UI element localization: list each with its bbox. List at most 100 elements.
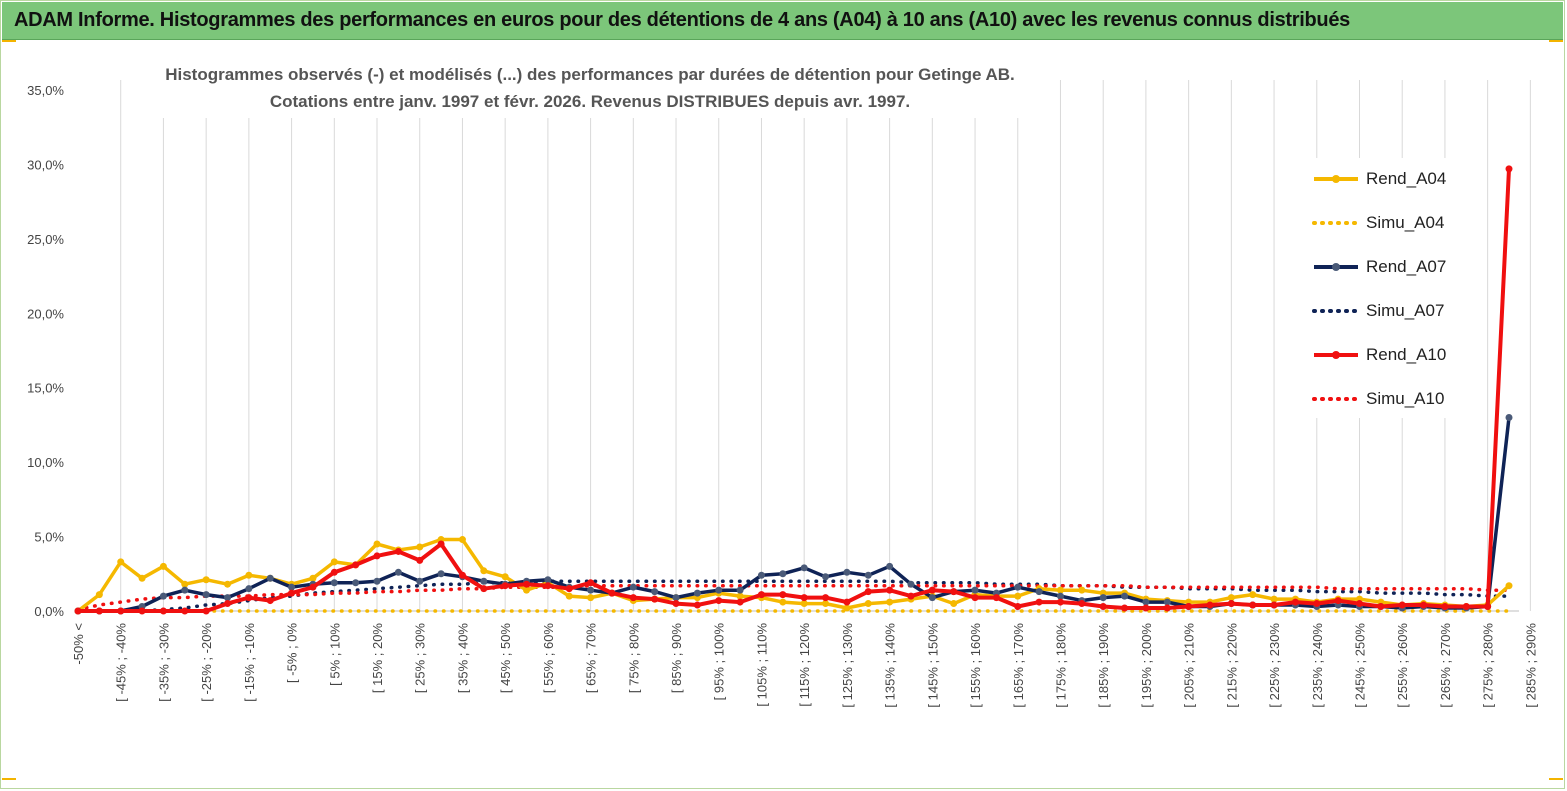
data-point	[629, 583, 637, 591]
x-tick-label: [ 85% ; 90%	[669, 623, 684, 694]
data-point	[1206, 601, 1214, 609]
series-line-simu-a07	[76, 579, 1511, 613]
data-point	[266, 574, 274, 582]
legend-item-rend-a10: Rend_A10	[1310, 344, 1450, 366]
legend-label: Simu_A04	[1366, 213, 1445, 232]
data-point	[138, 574, 146, 582]
data-point	[693, 589, 701, 597]
x-tick-label: -50% <	[71, 623, 86, 665]
data-point	[416, 556, 424, 564]
x-tick-label: [ 265% ; 270%	[1438, 623, 1453, 708]
y-tick-label: 5,0%	[34, 530, 64, 545]
data-point	[779, 591, 787, 599]
x-tick-label: [ 185% ; 190%	[1096, 623, 1111, 708]
x-tick-label: [ 45% ; 50%	[498, 623, 513, 694]
data-point	[565, 585, 573, 593]
data-point	[1078, 586, 1086, 594]
data-point	[1355, 600, 1363, 608]
data-point	[373, 540, 381, 548]
data-point	[480, 567, 488, 575]
y-tick-label: 0,0%	[34, 604, 64, 619]
data-point	[373, 577, 381, 585]
data-point	[352, 561, 360, 569]
data-point	[1227, 594, 1235, 602]
data-point	[1505, 413, 1513, 421]
data-point	[1420, 601, 1428, 609]
corner-mark	[2, 778, 16, 780]
legend-item-simu-a04: Simu_A04	[1310, 212, 1450, 234]
data-point	[1505, 582, 1513, 590]
data-point	[928, 594, 936, 602]
data-point	[1163, 604, 1171, 612]
data-point	[779, 598, 787, 606]
data-point	[1163, 598, 1171, 606]
data-point	[224, 580, 232, 588]
data-point	[1056, 598, 1064, 606]
data-point	[693, 601, 701, 609]
data-point	[394, 568, 402, 576]
data-point	[1270, 601, 1278, 609]
x-tick-label: [ 255% ; 260%	[1395, 623, 1410, 708]
data-point	[352, 579, 360, 587]
data-point	[736, 592, 744, 600]
x-tick-label: [ 225% ; 230%	[1267, 623, 1282, 708]
data-point	[181, 580, 189, 588]
x-tick-label: [ 275% ; 280%	[1481, 623, 1496, 708]
chart-legend: Rend_A04 Simu_A04 Rend_A07 Simu_A07 Rend…	[1300, 158, 1450, 418]
data-point	[800, 600, 808, 608]
series-line-rend-a10	[76, 166, 1511, 613]
data-point	[437, 540, 445, 548]
data-point	[587, 594, 595, 602]
legend-item-simu-a10: Simu_A10	[1310, 388, 1450, 410]
data-point	[886, 562, 894, 570]
data-point	[95, 591, 103, 599]
data-point	[587, 579, 595, 587]
data-point	[1270, 595, 1278, 603]
x-tick-label: [ -15% ; -10%	[242, 623, 257, 702]
data-point	[971, 586, 979, 594]
data-point	[1035, 588, 1043, 596]
data-point	[480, 577, 488, 585]
data-point	[864, 588, 872, 596]
data-point	[864, 600, 872, 608]
data-point	[1056, 592, 1064, 600]
data-point	[181, 607, 189, 615]
tick-labels: 0,0% 5,0% 10,0% 15,0% 20,0% 25,0% 30,0% 35,0% -5…	[27, 83, 1538, 708]
data-point	[138, 607, 146, 615]
data-point	[330, 558, 338, 566]
data-point	[992, 594, 1000, 602]
data-point	[886, 586, 894, 594]
x-tick-label: [ 135% ; 140%	[883, 623, 898, 708]
data-point	[95, 607, 103, 615]
data-point	[800, 564, 808, 572]
x-tick-label: [ -5% ; 0%	[285, 623, 300, 683]
data-point	[416, 577, 424, 585]
x-tick-label: [ 215% ; 220%	[1224, 623, 1239, 708]
data-point	[288, 589, 296, 597]
data-point	[1099, 594, 1107, 602]
data-point	[480, 585, 488, 593]
series-line-rend-a04	[76, 537, 1511, 613]
data-point	[1014, 603, 1022, 611]
data-point	[715, 586, 723, 594]
x-tick-label: [ 235% ; 240%	[1310, 623, 1325, 708]
x-tick-label: [ 155% ; 160%	[968, 623, 983, 708]
corner-mark	[2, 40, 16, 42]
legend-swatch	[1314, 351, 1358, 359]
y-tick-label: 15,0%	[27, 381, 64, 396]
data-point	[224, 600, 232, 608]
data-point	[757, 571, 765, 579]
legend-swatch	[1312, 309, 1360, 313]
chart-title-box: Histogrammes observés (-) et modélisés (…	[140, 63, 1040, 118]
data-point	[907, 580, 915, 588]
data-point	[1484, 603, 1492, 611]
data-point	[822, 600, 830, 608]
data-point	[437, 570, 445, 578]
legend-item-simu-a07: Simu_A07	[1310, 300, 1450, 322]
data-point	[1313, 600, 1321, 608]
data-point	[950, 588, 958, 596]
data-point	[1056, 586, 1064, 594]
chart-title: Histogrammes observés (-) et modélisés (…	[165, 65, 1015, 84]
data-point	[950, 600, 958, 608]
data-point	[373, 552, 381, 560]
